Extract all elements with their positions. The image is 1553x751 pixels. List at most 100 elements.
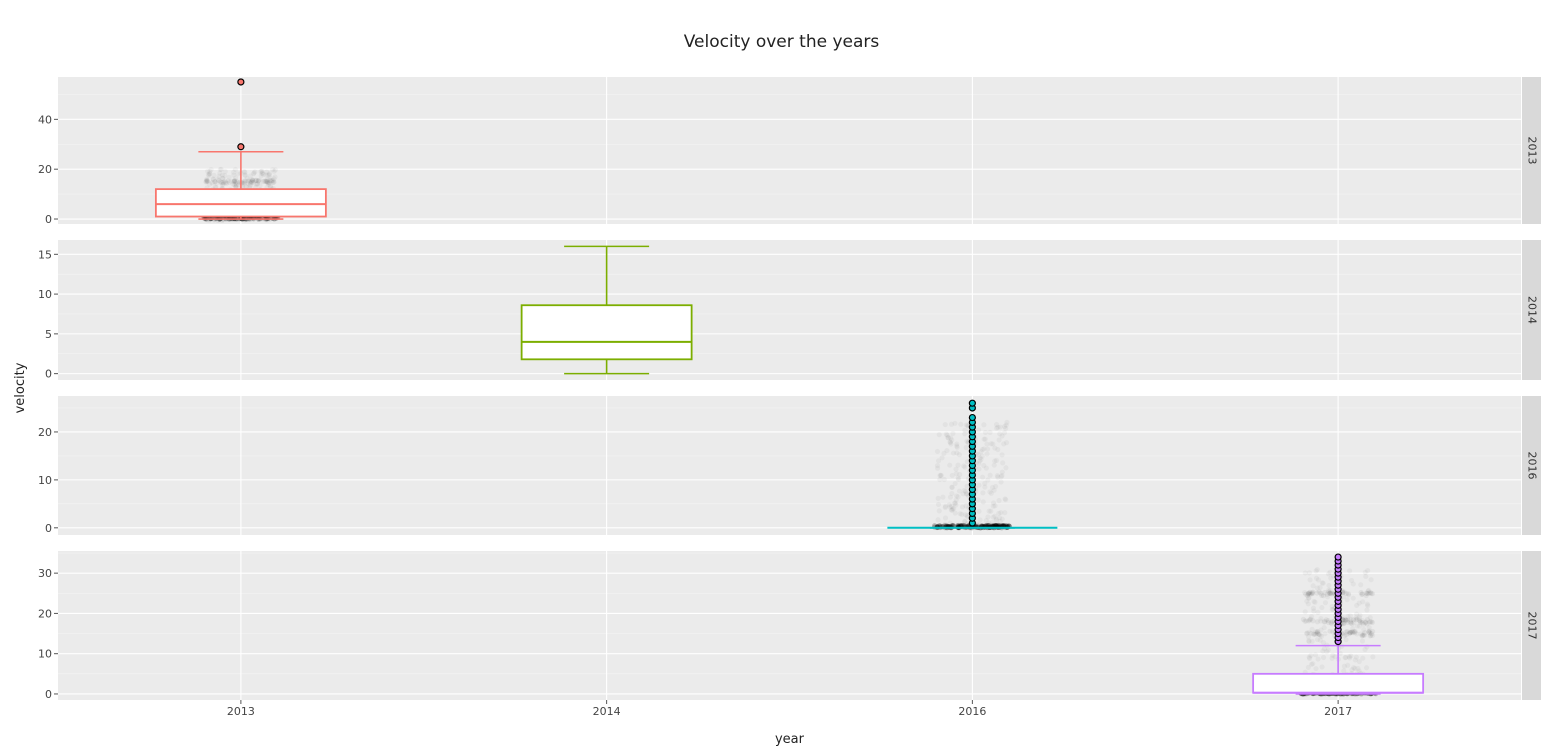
jitter-point <box>994 517 999 522</box>
x-tick-label: 2016 <box>958 705 986 718</box>
jitter-point <box>976 509 981 514</box>
jitter-point <box>957 452 962 457</box>
y-tick-label: 0 <box>45 213 52 226</box>
jitter-point <box>1359 633 1365 639</box>
jitter-point <box>944 448 949 453</box>
panel-background <box>58 240 1521 380</box>
jitter-point <box>948 495 953 500</box>
jitter-point <box>981 463 986 468</box>
jitter-point <box>249 179 255 185</box>
jitter-point <box>1316 589 1322 595</box>
jitter-point <box>964 445 969 450</box>
jitter-point <box>247 180 253 186</box>
jitter-point <box>943 422 948 427</box>
jitter-point <box>1344 628 1350 635</box>
jitter-point <box>1353 617 1359 623</box>
jitter-point <box>954 443 959 448</box>
jitter-point <box>1340 617 1347 623</box>
jitter-point <box>996 511 1001 516</box>
jitter-point <box>1329 590 1335 596</box>
jitter-point <box>1327 590 1333 596</box>
jitter-point <box>1314 590 1320 596</box>
jitter-point <box>262 178 268 184</box>
jitter-point <box>1350 630 1356 636</box>
jitter-point <box>264 178 271 185</box>
box-iqr <box>520 304 693 361</box>
jitter-point <box>1369 631 1375 637</box>
jitter-point <box>1314 619 1321 625</box>
jitter-point <box>1354 611 1359 616</box>
chart-title: Velocity over the years <box>683 32 880 52</box>
jitter-point <box>984 451 989 456</box>
jitter-point <box>1364 607 1369 612</box>
jitter-point <box>1365 568 1370 573</box>
jitter-point <box>1341 668 1346 673</box>
jitter-point <box>250 177 256 184</box>
jitter-point <box>1325 619 1332 626</box>
jitter-point <box>1318 590 1324 596</box>
box-iqr <box>154 188 327 218</box>
jitter-point <box>1370 628 1376 635</box>
outlier-point <box>237 78 245 86</box>
jitter-point <box>204 177 210 183</box>
jitter-point <box>992 522 999 529</box>
jitter-point <box>1330 629 1336 635</box>
jitter-point <box>1312 631 1319 637</box>
jitter-point <box>1326 589 1332 595</box>
jitter-point <box>1329 618 1336 625</box>
jitter-point <box>1348 617 1354 623</box>
jitter-point <box>1358 582 1363 587</box>
outlier-point <box>968 399 976 407</box>
jitter-point <box>1370 654 1375 659</box>
jitter-point <box>1326 583 1331 588</box>
jitter-point <box>1307 591 1313 597</box>
jitter-point <box>1310 589 1316 595</box>
jitter-point <box>1311 631 1317 637</box>
jitter-point <box>989 441 994 446</box>
jitter-point <box>1343 590 1349 597</box>
jitter-point <box>1329 591 1335 597</box>
jitter-point <box>1303 591 1309 597</box>
jitter-point <box>1327 628 1333 634</box>
jitter-point <box>1364 665 1369 670</box>
jitter-point <box>1328 620 1334 626</box>
jitter-point <box>1311 609 1316 614</box>
jitter-point <box>1363 574 1368 579</box>
x-axis-title: year <box>775 732 805 747</box>
jitter-point <box>222 180 228 186</box>
jitter-point <box>231 178 237 184</box>
jitter-point <box>1330 604 1335 609</box>
jitter-point <box>989 491 994 496</box>
jitter-point <box>1366 628 1372 635</box>
jitter-point <box>264 170 269 175</box>
jitter-point <box>1349 629 1355 635</box>
jitter-point <box>1367 630 1373 636</box>
jitter-point <box>1343 632 1349 638</box>
jitter-point <box>267 177 273 184</box>
jitter-point <box>1341 633 1347 639</box>
jitter-point <box>1321 655 1326 660</box>
y-tick-label: 0 <box>45 368 52 381</box>
jitter-point <box>1369 591 1376 597</box>
jitter-point <box>1343 617 1349 623</box>
jitter-point <box>1354 616 1360 622</box>
jitter-point <box>1357 668 1362 673</box>
jitter-point <box>234 179 240 185</box>
jitter-point <box>204 179 210 185</box>
facet-strip-label: 2013 <box>1526 137 1539 165</box>
jitter-point <box>996 498 1001 503</box>
jitter-point <box>1307 617 1313 623</box>
jitter-point <box>977 458 982 463</box>
jitter-point <box>998 424 1003 429</box>
jitter-point <box>1309 662 1314 667</box>
jitter-point <box>956 475 961 480</box>
y-tick-label: 10 <box>38 648 52 661</box>
jitter-point <box>1302 618 1308 624</box>
jitter-point <box>935 463 940 468</box>
jitter-point <box>218 167 223 172</box>
jitter-point <box>1345 592 1352 598</box>
jitter-point <box>1363 619 1369 625</box>
jitter-point <box>1310 618 1316 624</box>
jitter-point <box>209 180 215 186</box>
